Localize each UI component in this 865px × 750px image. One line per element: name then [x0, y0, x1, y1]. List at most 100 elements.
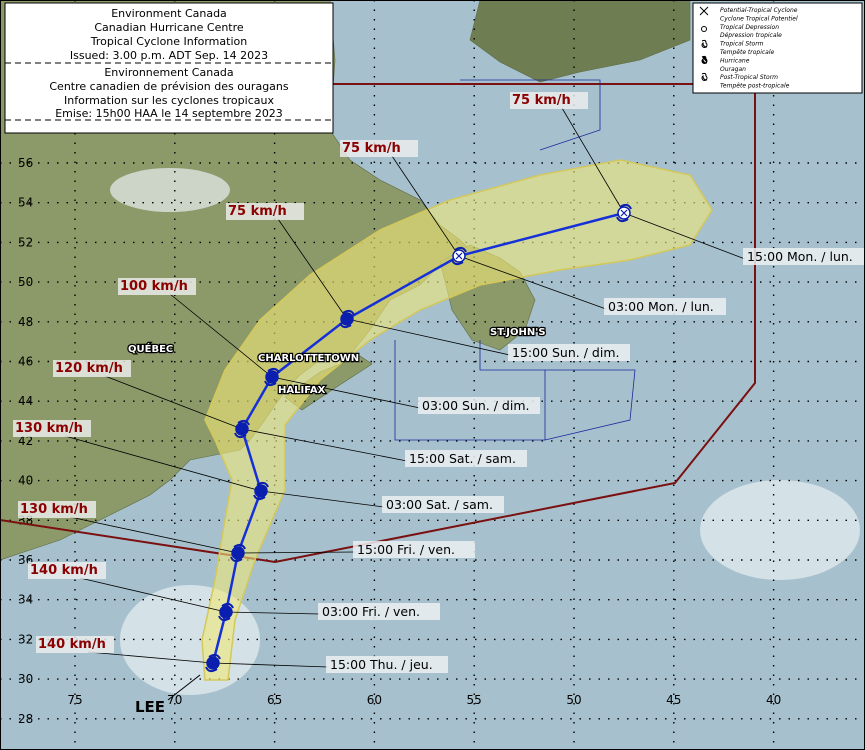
latitude-label: 52: [18, 235, 33, 249]
time-label-box: [405, 450, 527, 467]
symbol-core: [206, 656, 220, 670]
time-label: 15:00 Thu. / jeu.: [330, 657, 433, 672]
wind-label: 100 km/h: [120, 279, 188, 294]
legend-entry: Post-Tropical Storm: [720, 74, 778, 81]
place-label: QUÉBEC: [128, 342, 173, 355]
time-leader: [237, 551, 356, 554]
symbol-arms: [264, 367, 280, 387]
symbol-cross: [455, 252, 463, 260]
header-line: Environnement Canada: [104, 66, 233, 79]
wind-leader: [104, 375, 243, 430]
longitude-label: 45: [666, 693, 681, 707]
latitude-label: 28: [18, 712, 33, 726]
time-label: 15:00 Sun. / dim.: [512, 345, 619, 360]
longitude-label: 65: [267, 693, 282, 707]
legend-entry: Tempête tropicale: [720, 49, 775, 56]
storm-symbol: [264, 367, 280, 387]
time-leader: [212, 662, 329, 668]
time-leader: [271, 376, 421, 409]
header-line: Environment Canada: [111, 7, 227, 20]
time-leader: [623, 212, 746, 260]
cloud: [700, 480, 860, 580]
wind-label-box: [13, 420, 91, 437]
symbol-arms: [230, 543, 246, 563]
legend-symbol: [701, 55, 708, 64]
time-leader: [225, 611, 321, 615]
latitude-label: 50: [18, 275, 33, 289]
wind-label-box: [118, 278, 196, 295]
symbol-core: [219, 605, 233, 619]
time-label: 15:00 Mon. / lun.: [747, 249, 853, 264]
time-label-box: [418, 397, 540, 414]
time-label-box: [604, 298, 726, 315]
storm-symbol: [230, 543, 246, 563]
wind-label: 140 km/h: [30, 563, 98, 578]
time-label-box: [508, 344, 630, 361]
latitude-label: 54: [18, 196, 33, 210]
wind-label-box: [226, 203, 304, 220]
track-points: [205, 203, 632, 673]
header-line: Centre canadien de prévision des ouragan…: [49, 80, 289, 93]
time-label-box: [743, 248, 865, 265]
storm-symbol: [205, 653, 221, 673]
header-background: [4, 2, 334, 134]
legend-entry: Potential-Tropical Cyclone: [720, 7, 798, 14]
wind-leader: [277, 218, 348, 320]
wind-leader: [561, 107, 625, 214]
legend-entry: Hurricane: [720, 57, 750, 64]
cloud: [110, 168, 230, 212]
wind-leader: [69, 516, 239, 554]
symbol-core: [231, 546, 245, 560]
header-line: Emise: 15h00 HAA le 14 septembre 2023: [55, 107, 283, 120]
wind-label: 120 km/h: [55, 361, 123, 376]
legend-background: [692, 2, 863, 94]
symbol-core: [254, 484, 268, 498]
time-leader: [260, 490, 385, 508]
symbol-arms: [253, 481, 269, 501]
wind-leader: [79, 577, 227, 613]
symbol-core: [265, 370, 279, 384]
storm-symbol: [451, 246, 467, 266]
wind-label-box: [340, 140, 418, 157]
time-label: 03:00 Sat. / sam.: [386, 497, 493, 512]
latitude-label: 40: [18, 474, 33, 488]
time-label: 15:00 Fri. / ven.: [357, 542, 455, 557]
symbol-arms: [339, 309, 355, 329]
wind-leader: [169, 293, 273, 378]
legend-entry: Tropical Depression: [720, 24, 779, 31]
time-label: 03:00 Mon. / lun.: [608, 299, 714, 314]
wind-label-box: [510, 92, 588, 109]
latitude-label: 46: [18, 355, 33, 369]
wind-label: 75 km/h: [512, 93, 571, 108]
place-label: CHARLOTTETOWN: [258, 353, 359, 364]
legend-entry: Dépression tropicale: [720, 32, 782, 39]
symbol-arms: [616, 203, 632, 223]
legend-symbol: [699, 6, 709, 16]
legend-entry: Tempête post-tropicale: [720, 83, 790, 90]
legend-entry: Ouragan: [720, 66, 746, 73]
storm-symbol: [253, 481, 269, 501]
wind-label-box: [28, 562, 106, 579]
wind-label: 140 km/h: [38, 637, 106, 652]
place-labels: QUÉBEC CHARLOTTETOWN HALIFAX ST.JOHN'S: [127, 326, 547, 398]
wind-label: 75 km/h: [342, 141, 401, 156]
track-labels: 15:00 Thu. / jeu. 140 km/h 03:00 Fri. / ve…: [13, 92, 865, 673]
uncertainty-cone: [201, 159, 713, 681]
symbol-arms: [218, 602, 234, 622]
header-line: Issued: 3.00 p.m. ADT Sep. 14 2023: [70, 49, 268, 62]
time-label-box: [382, 496, 504, 513]
longitude-label: 60: [367, 693, 382, 707]
wind-label: 130 km/h: [15, 421, 83, 436]
header-line: Canadian Hurricane Centre: [94, 21, 244, 34]
storm-symbol: [616, 203, 632, 223]
wind-label: 75 km/h: [228, 204, 287, 219]
place-label: HALIFAX: [278, 385, 326, 396]
time-leader: [346, 318, 511, 356]
time-label: 03:00 Fri. / ven.: [322, 604, 420, 619]
legend-entry: Tropical Storm: [720, 41, 764, 48]
zone-boundary: [544, 369, 636, 441]
longitude-label: 75: [67, 693, 82, 707]
legend-symbol: [701, 72, 708, 81]
